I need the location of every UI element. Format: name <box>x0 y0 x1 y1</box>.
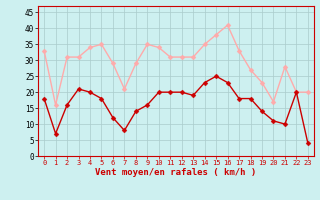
X-axis label: Vent moyen/en rafales ( km/h ): Vent moyen/en rafales ( km/h ) <box>95 168 257 177</box>
